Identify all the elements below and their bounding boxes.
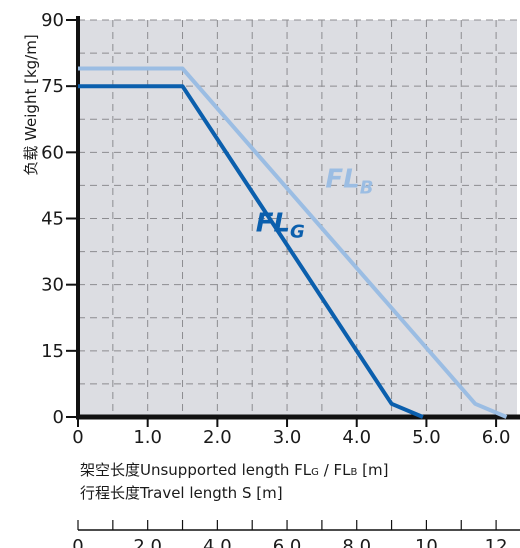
travel-axis-tick-label: 2.0	[133, 536, 162, 548]
y-tick-label: 90	[41, 10, 64, 31]
travel-axis-tick-label: 6.0	[273, 536, 302, 548]
series-label-main: FL	[256, 209, 290, 239]
y-tick-label: 60	[41, 142, 64, 163]
x-axis-label-sub2: B	[351, 467, 358, 478]
x-axis-label-mid: / FL	[319, 461, 351, 479]
x-tick-label: 3.0	[273, 427, 302, 448]
series-label-flb: FLB	[325, 165, 373, 199]
travel-axis-label: 行程长度Travel length S [m]	[80, 484, 283, 502]
x-axis-label: 架空长度Unsupported length FLG / FLB [m]	[80, 461, 388, 479]
travel-axis-tick-label: 4.0	[203, 536, 232, 548]
travel-axis-tick-label: 8.0	[342, 536, 371, 548]
series-label-sub: B	[360, 178, 374, 199]
x-tick-label: 0	[72, 427, 83, 448]
travel-axis-tick-label: 12	[485, 536, 508, 548]
x-tick-label: 1.0	[133, 427, 162, 448]
series-label-flg: FLG	[256, 209, 305, 243]
x-tick-label: 2.0	[203, 427, 232, 448]
travel-axis-tick-label: 10	[415, 536, 438, 548]
y-axis-label: 负载 Weight [kg/m]	[22, 34, 40, 175]
x-axis-label-sub1: G	[311, 467, 319, 478]
y-tick-label: 75	[41, 76, 64, 97]
y-tick-label: 30	[41, 275, 64, 296]
x-tick-label: 6.0	[482, 427, 511, 448]
x-axis-label-prefix: 架空长度Unsupported length FL	[80, 461, 312, 479]
x-tick-label: 5.0	[412, 427, 441, 448]
x-axis-label-suffix: [m]	[357, 461, 388, 479]
series-label-sub: G	[290, 222, 305, 243]
y-tick-label: 0	[53, 407, 64, 428]
series-label-main: FL	[325, 165, 359, 195]
series-line-flb	[78, 66, 508, 419]
x-tick-label: 4.0	[342, 427, 371, 448]
travel-axis-tick-label: 0	[72, 536, 83, 548]
series-line-flg	[78, 84, 424, 419]
y-tick-label: 15	[41, 341, 64, 362]
y-tick-label: 45	[41, 209, 64, 230]
